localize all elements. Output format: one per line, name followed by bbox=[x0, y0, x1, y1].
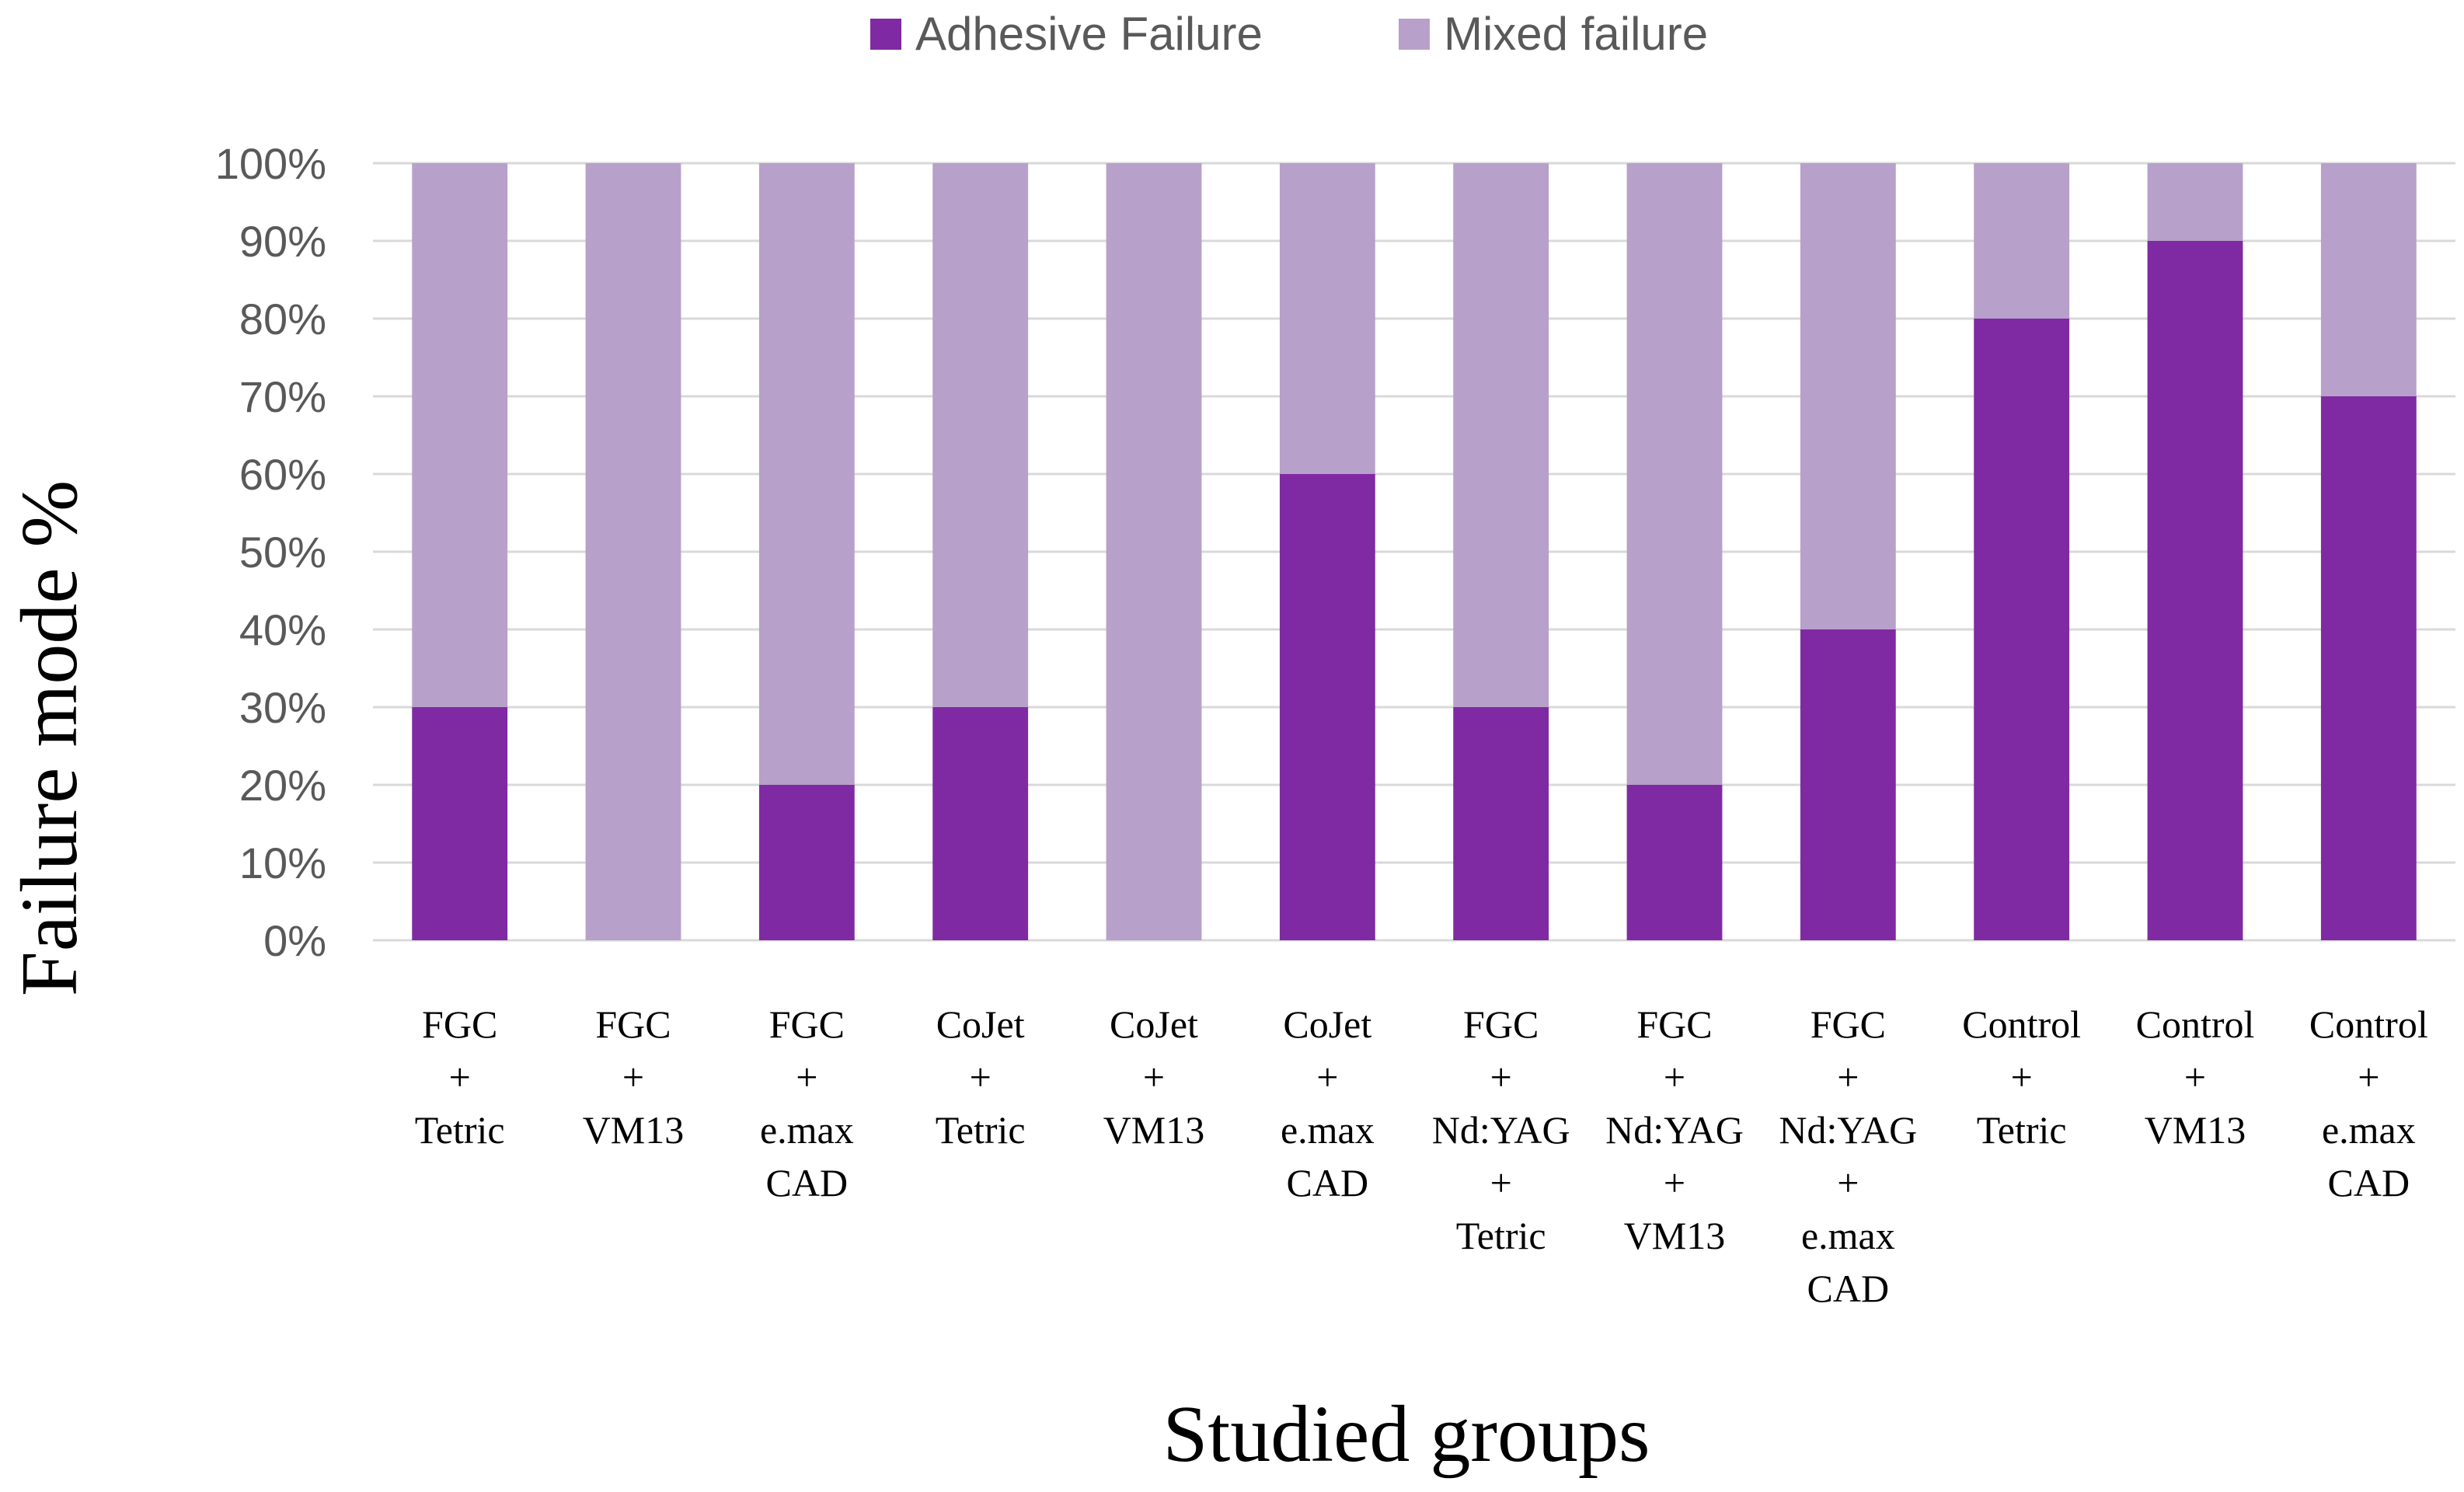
bar-segment-adhesive bbox=[758, 785, 855, 940]
y-axis-title: Failure mode % bbox=[5, 480, 94, 996]
y-tick-label: 30% bbox=[239, 683, 326, 732]
gridlines bbox=[373, 162, 2455, 942]
y-tick-label: 0% bbox=[263, 916, 326, 965]
bar-segment-mixed bbox=[1974, 163, 2070, 319]
y-tick-label: 90% bbox=[239, 217, 326, 266]
legend-swatch-mixed bbox=[1399, 19, 1430, 50]
x-tick-label: FGC + e.max CAD bbox=[760, 1002, 854, 1204]
x-tick-label: FGC + Tetric bbox=[415, 1002, 505, 1152]
bars bbox=[412, 163, 2417, 940]
y-tick-label: 70% bbox=[239, 372, 326, 421]
x-tick-label: FGC + Nd:YAG + VM13 bbox=[1605, 1002, 1744, 1257]
x-tick-label: CoJet + e.max CAD bbox=[1281, 1002, 1375, 1204]
y-tick-label: 20% bbox=[239, 761, 326, 810]
x-tick-label: FGC + Nd:YAG + Tetric bbox=[1432, 1002, 1570, 1257]
bar-segment-mixed bbox=[1106, 163, 1202, 940]
bar-segment-mixed bbox=[1800, 163, 1896, 629]
bar-segment-adhesive bbox=[932, 707, 1029, 940]
y-tick-label: 50% bbox=[239, 528, 326, 577]
bar-segment-adhesive bbox=[1626, 785, 1723, 940]
y-axis-ticks: 0% 10% 20% 30% 40% 50% 60% 70% 80% 90% 100% bbox=[215, 139, 326, 965]
y-tick-label: 80% bbox=[239, 295, 326, 343]
x-tick-label: FGC + Nd:YAG + e.max CAD bbox=[1779, 1002, 1917, 1310]
bar-segment-mixed bbox=[758, 163, 855, 785]
bar-segment-adhesive bbox=[2320, 396, 2417, 940]
bar-segment-adhesive bbox=[1800, 629, 1896, 940]
x-tick-label: CoJet + VM13 bbox=[1103, 1002, 1205, 1152]
bar-segment-adhesive bbox=[2147, 241, 2243, 940]
x-axis-title: Studied groups bbox=[1163, 1389, 1650, 1479]
x-tick-label: Control + VM13 bbox=[2136, 1002, 2255, 1152]
bar-segment-mixed bbox=[412, 163, 508, 707]
x-tick-label: CoJet + Tetric bbox=[936, 1002, 1026, 1152]
bar-segment-mixed bbox=[585, 163, 681, 940]
legend-swatch-adhesive bbox=[870, 19, 901, 50]
bar-segment-adhesive bbox=[412, 707, 508, 940]
bar-segment-mixed bbox=[932, 163, 1029, 707]
bar-segment-adhesive bbox=[1974, 319, 2070, 940]
bar-segment-mixed bbox=[2147, 163, 2243, 241]
y-tick-label: 40% bbox=[239, 605, 326, 654]
legend-label: Mixed failure bbox=[1444, 8, 1708, 60]
x-axis-category-labels: FGC + Tetric FGC + VM13 FGC + e.max CAD CoJet + Tetr… bbox=[415, 1002, 2428, 1310]
bar-segment-mixed bbox=[1453, 163, 1549, 707]
x-tick-label: Control + e.max CAD bbox=[2309, 1002, 2428, 1204]
legend-label: Adhesive Failure bbox=[915, 8, 1263, 60]
bar-segment-mixed bbox=[1279, 163, 1375, 474]
x-tick-label: FGC + VM13 bbox=[583, 1002, 685, 1152]
bar-segment-adhesive bbox=[1279, 474, 1375, 940]
bar-segment-adhesive bbox=[1453, 707, 1549, 940]
y-tick-label: 10% bbox=[239, 838, 326, 887]
y-tick-label: 60% bbox=[239, 450, 326, 499]
bar-segment-mixed bbox=[1626, 163, 1723, 785]
x-tick-label: Control + Tetric bbox=[1962, 1002, 2081, 1152]
bar-segment-mixed bbox=[2320, 163, 2417, 396]
legend: Adhesive Failure Mixed failure bbox=[870, 8, 1708, 60]
y-tick-label: 100% bbox=[215, 139, 326, 188]
